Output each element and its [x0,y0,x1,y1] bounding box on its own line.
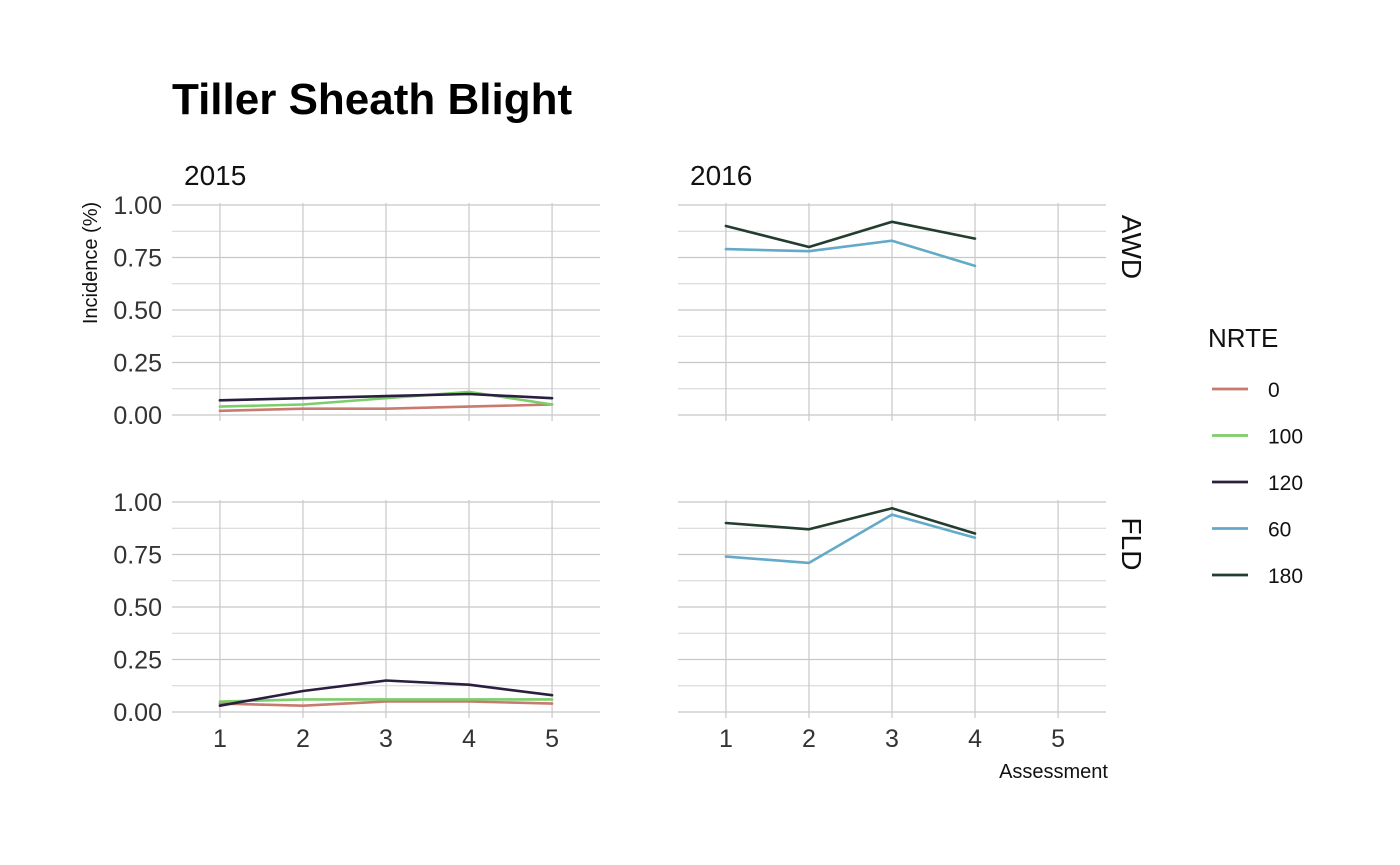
y-tick-label: 1.00 [113,192,162,220]
y-tick-label: 0.50 [113,594,162,622]
x-tick-label: 4 [462,725,476,753]
series-line-180-2016-FLD [724,506,977,535]
y-tick-label: 1.00 [113,489,162,517]
legend-label-180: 180 [1268,565,1303,588]
panel-2016-FLD: 1 2 3 4 5 [678,500,1106,753]
y-tick-label: 0.75 [113,542,162,570]
series-line-60-2016-FLD [724,513,977,565]
legend-label-120: 120 [1268,472,1303,495]
series-line-0-2015-AWD [218,403,554,413]
panel-2016-AWD [678,203,1106,421]
y-axis-label: Incidence (%) [80,202,102,324]
legend-entries: 0 100 120 60 180 [1212,379,1303,588]
x-tick-label: 2 [296,725,310,753]
panel-2015-FLD: 0.00 0.25 0.50 0.75 1.00 1 2 3 4 5 [113,489,600,753]
legend-title: NRTE [1208,323,1278,353]
x-tick-label: 1 [213,725,227,753]
x-tick-label: 3 [885,725,899,753]
series-line-0-2015-FLD [218,700,554,708]
legend-label-0: 0 [1268,379,1280,402]
x-tick-label: 4 [968,725,982,753]
x-tick-label: 3 [379,725,393,753]
y-tick-label: 0.50 [113,297,162,325]
panel-2015-AWD: 0.00 0.25 0.50 0.75 1.00 [113,192,600,430]
facet-label-row-AWD: AWD [1116,215,1147,279]
facet-label-row-FLD: FLD [1116,518,1147,571]
series-line-100-2015-FLD [218,698,554,703]
chart-title: Tiller Sheath Blight [172,75,572,124]
legend-label-100: 100 [1268,426,1303,449]
x-tick-label: 2 [802,725,816,753]
y-tick-label: 0.00 [113,402,162,430]
series-line-60-2016-AWD [724,239,977,268]
series-line-180-2016-AWD [724,220,977,249]
x-tick-label: 5 [1051,725,1065,753]
series-line-120-2015-AWD [218,392,554,402]
legend-label-60: 60 [1268,519,1291,542]
y-tick-label: 0.75 [113,245,162,273]
series-line-120-2015-FLD [218,679,554,708]
y-tick-label: 0.25 [113,350,162,378]
y-tick-label: 0.25 [113,647,162,675]
x-tick-label: 5 [545,725,559,753]
x-axis-label: Assessment [999,761,1108,783]
facet-label-col-2015: 2015 [184,160,246,191]
y-tick-label: 0.00 [113,699,162,727]
facet-label-col-2016: 2016 [690,160,752,191]
x-tick-label: 1 [719,725,733,753]
chart-panels: 2015 2016AWDFLD0.000.250.500.751.000.000.… [113,160,1147,753]
legend: NRTE 0 100 120 60 180 [1208,323,1303,588]
